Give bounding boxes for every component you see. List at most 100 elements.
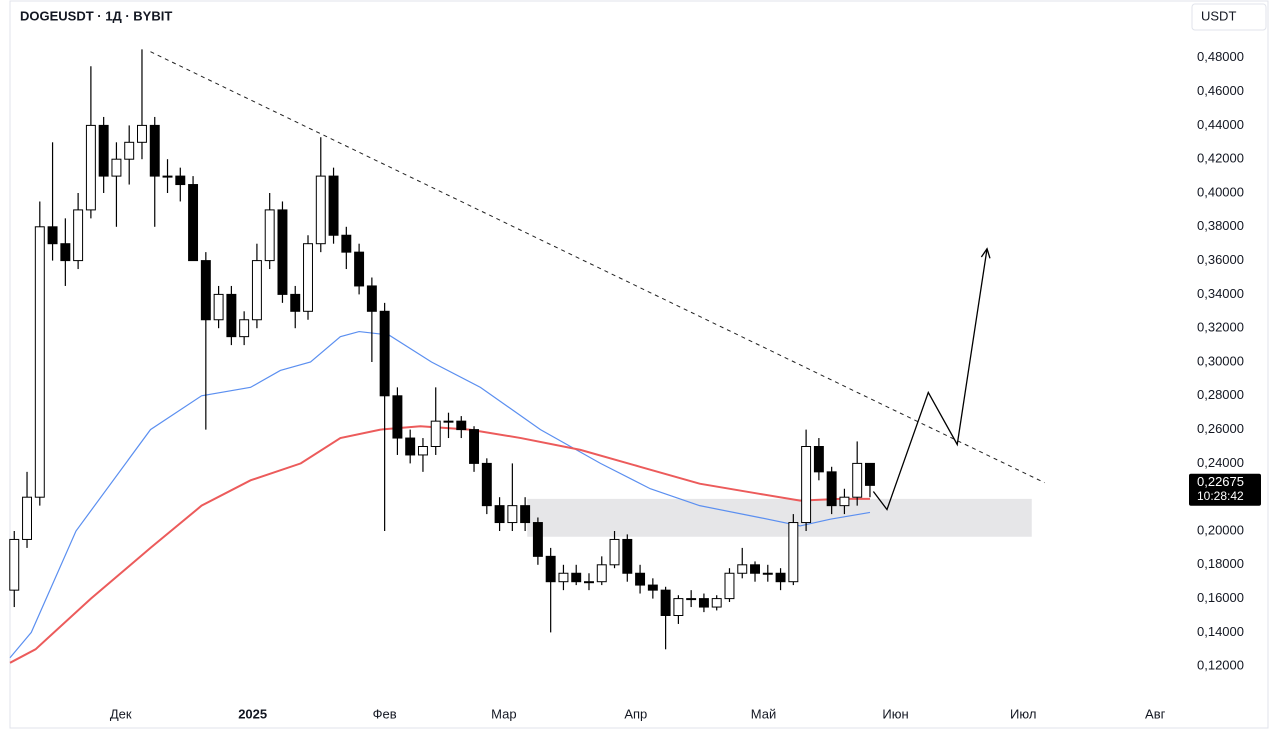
candle-body (328, 175, 339, 236)
y-tick-label: 0,26000 (1197, 421, 1244, 436)
projection-path (872, 248, 988, 511)
candle-body (200, 260, 211, 321)
y-tick-label: 0,12000 (1197, 658, 1244, 673)
y-tick-label: 0,20000 (1197, 522, 1244, 537)
candle-body (801, 446, 812, 524)
candle-body (98, 124, 109, 177)
candle-body (251, 260, 262, 321)
candle-body (124, 141, 135, 160)
y-tick-label: 0,28000 (1197, 387, 1244, 402)
candle-body (73, 209, 84, 262)
y-tick-label: 0,40000 (1197, 184, 1244, 199)
candle-body (711, 598, 722, 608)
candle-body (494, 505, 505, 524)
candle-body (481, 462, 492, 507)
candle-body (188, 184, 199, 262)
projection-arrowhead (980, 247, 991, 259)
candle-body (826, 471, 837, 507)
candle-body (315, 175, 326, 245)
candle-body (775, 572, 786, 583)
candle-body (660, 589, 671, 617)
candle-body (686, 598, 697, 601)
y-tick-label: 0,18000 (1197, 556, 1244, 571)
x-tick-label: Июл (1010, 706, 1036, 721)
candle-body (9, 538, 20, 591)
y-tick-label: 0,38000 (1197, 218, 1244, 233)
candle-body (813, 446, 824, 473)
chart-title: DOGEUSDT · 1Д · BYBIT (20, 8, 172, 23)
candle-body (788, 522, 799, 583)
candle-body (149, 124, 160, 177)
candle-body (226, 293, 237, 338)
candle-body (698, 598, 709, 608)
candle-body (290, 293, 301, 312)
y-tick-label: 0,36000 (1197, 252, 1244, 267)
currency-label: USDT (1201, 8, 1236, 23)
candle-body (137, 124, 147, 143)
candle-body (443, 420, 454, 423)
candle-body (430, 420, 441, 447)
chart-frame (9, 0, 1269, 729)
currency-box (1191, 3, 1267, 31)
support-zone (527, 498, 1032, 537)
candle-body (264, 209, 275, 262)
candle-body (673, 598, 684, 616)
candle-body (558, 572, 569, 583)
x-tick-label: Мар (491, 706, 516, 721)
candle-body (864, 462, 875, 486)
candle-body (392, 395, 403, 439)
candle-body (277, 209, 288, 295)
candle-body (584, 581, 594, 584)
y-tick-label: 0,44000 (1197, 117, 1244, 132)
y-tick-label: 0,16000 (1197, 590, 1244, 605)
moving-average-line (9, 330, 871, 659)
candle-body (647, 584, 658, 591)
candle-body (852, 462, 863, 498)
x-tick-label: 2025 (238, 706, 267, 721)
y-tick-label: 0,32000 (1197, 320, 1244, 335)
y-tick-label: 0,24000 (1197, 455, 1244, 470)
candle-body (762, 572, 773, 575)
candle-body (507, 505, 518, 524)
candle-body (34, 226, 45, 498)
candle-body (737, 564, 748, 574)
x-tick-label: Июн (882, 706, 908, 721)
candle-body (635, 572, 646, 586)
candle-body (366, 285, 377, 312)
y-tick-label: 0,42000 (1197, 151, 1244, 166)
y-tick-label: 0,46000 (1197, 83, 1244, 98)
candle-body (724, 572, 735, 600)
candle-body (571, 572, 582, 583)
x-tick-label: Дек (110, 706, 132, 721)
candle-body (354, 251, 365, 287)
y-tick-label: 0,48000 (1197, 49, 1244, 64)
x-tick-label: Май (751, 706, 776, 721)
y-tick-label: 0,34000 (1197, 286, 1244, 301)
candle-body (622, 538, 633, 574)
last-price-label: 0,22675 (1197, 474, 1244, 489)
candle-body (60, 243, 71, 262)
candle-body (532, 522, 543, 557)
candle-body (175, 175, 186, 186)
y-tick-label: 0,14000 (1197, 624, 1244, 639)
candle-body (596, 564, 607, 583)
y-tick-label: 0,30000 (1197, 353, 1244, 368)
candle-body (162, 175, 173, 178)
candle-body (609, 538, 620, 566)
trendline (150, 51, 1045, 484)
candle-body (839, 496, 850, 507)
candle-body (213, 293, 224, 321)
candle-body (111, 158, 122, 177)
candle-body (85, 124, 96, 211)
candle-body (22, 496, 32, 540)
candle-body (341, 234, 352, 253)
countdown-label: 10:28:42 (1197, 489, 1244, 503)
candle-body (456, 420, 467, 431)
candle-body (379, 310, 390, 397)
x-tick-label: Авг (1145, 706, 1166, 721)
x-tick-label: Апр (624, 706, 647, 721)
candle-body (417, 446, 428, 456)
candle-body (239, 319, 250, 338)
candle-body (750, 564, 760, 574)
